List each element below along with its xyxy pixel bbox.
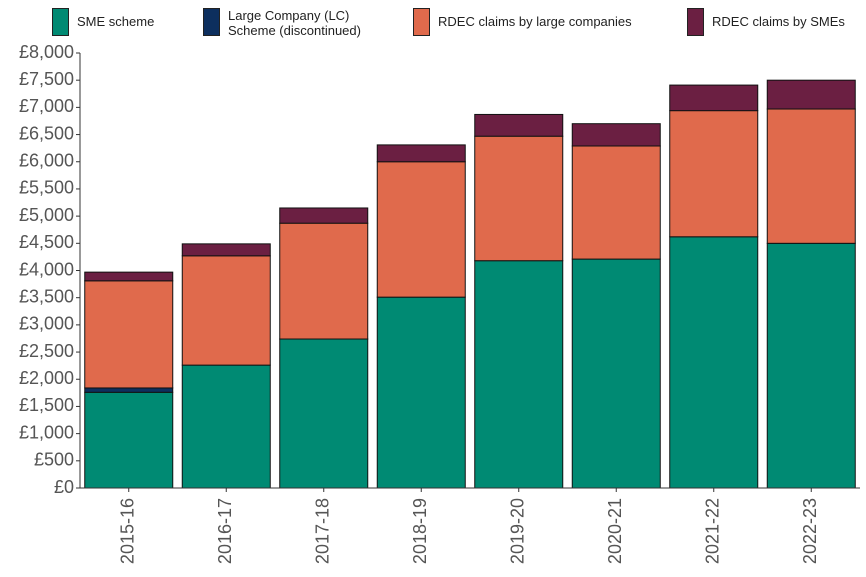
legend-item: SME scheme (52, 8, 154, 36)
y-tick-label: £1,500 (19, 395, 74, 415)
bar-segment (376, 161, 466, 298)
bar-segment (84, 280, 174, 389)
y-tick-label: £1,000 (19, 422, 74, 442)
bar-segment (181, 243, 271, 257)
y-tick-label: £500 (34, 450, 74, 470)
x-tick-label: 2015-16 (118, 498, 138, 564)
bar-segment (571, 258, 661, 489)
y-tick-label: £6,500 (19, 123, 74, 143)
y-tick-label: £3,000 (19, 314, 74, 334)
y-tick-label: £4,000 (19, 259, 74, 279)
bar-segment (474, 113, 564, 137)
bar-segment (279, 207, 369, 224)
x-tick-label: 2016-17 (215, 498, 235, 564)
legend-item: RDEC claims by large companies (413, 8, 632, 36)
y-tick-label: £0 (54, 477, 74, 497)
y-tick-label: £4,500 (19, 232, 74, 252)
bar-segment (279, 222, 369, 340)
legend-swatch (687, 8, 704, 36)
y-tick-label: £8,000 (19, 42, 74, 62)
x-tick-label: 2020-21 (605, 498, 625, 564)
legend-swatch (52, 8, 69, 36)
bar-segment (279, 338, 369, 489)
bar-segment (669, 84, 759, 112)
legend-item: RDEC claims by SMEs (687, 8, 845, 36)
y-tick-label: £7,500 (19, 69, 74, 89)
y-tick-label: £7,000 (19, 96, 74, 116)
bar-segment (766, 242, 856, 489)
bar-segment (571, 123, 661, 147)
x-tick-label: 2021-22 (703, 498, 723, 564)
legend-label: Large Company (LC) Scheme (discontinued) (228, 8, 361, 38)
bar-segment (84, 391, 174, 489)
x-tick-label: 2022-23 (800, 498, 820, 564)
bar-segment (571, 145, 661, 260)
bar-segment (376, 296, 466, 489)
legend-label: RDEC claims by SMEs (712, 14, 845, 29)
bar-segment (669, 110, 759, 238)
bar-segment (84, 387, 174, 393)
bar-segment (181, 364, 271, 489)
y-tick-label: £5,500 (19, 178, 74, 198)
y-tick-label: £3,500 (19, 286, 74, 306)
bar-segment (84, 271, 174, 282)
x-tick-label: 2018-19 (410, 498, 430, 564)
y-tick-label: £5,000 (19, 205, 74, 225)
x-tick-label: 2017-18 (313, 498, 333, 564)
legend: SME scheme Large Company (LC) Scheme (dis… (0, 8, 866, 44)
legend-label: SME scheme (77, 14, 155, 29)
legend-item: Large Company (LC) Scheme (discontinued) (203, 8, 378, 38)
legend-label: RDEC claims by large companies (438, 14, 632, 29)
bar-segment (766, 108, 856, 244)
bar-segment (766, 79, 856, 110)
y-tick-label: £6,000 (19, 151, 74, 171)
y-tick-label: £2,500 (19, 341, 74, 361)
y-tick-label: £2,000 (19, 368, 74, 388)
bar-segment (669, 236, 759, 489)
bar-segment (474, 260, 564, 489)
bar-segment (474, 135, 564, 262)
legend-swatch (413, 8, 430, 36)
bar-segment (376, 144, 466, 163)
bar-segment (181, 255, 271, 366)
x-tick-label: 2019-20 (508, 498, 528, 564)
legend-swatch (203, 8, 220, 36)
